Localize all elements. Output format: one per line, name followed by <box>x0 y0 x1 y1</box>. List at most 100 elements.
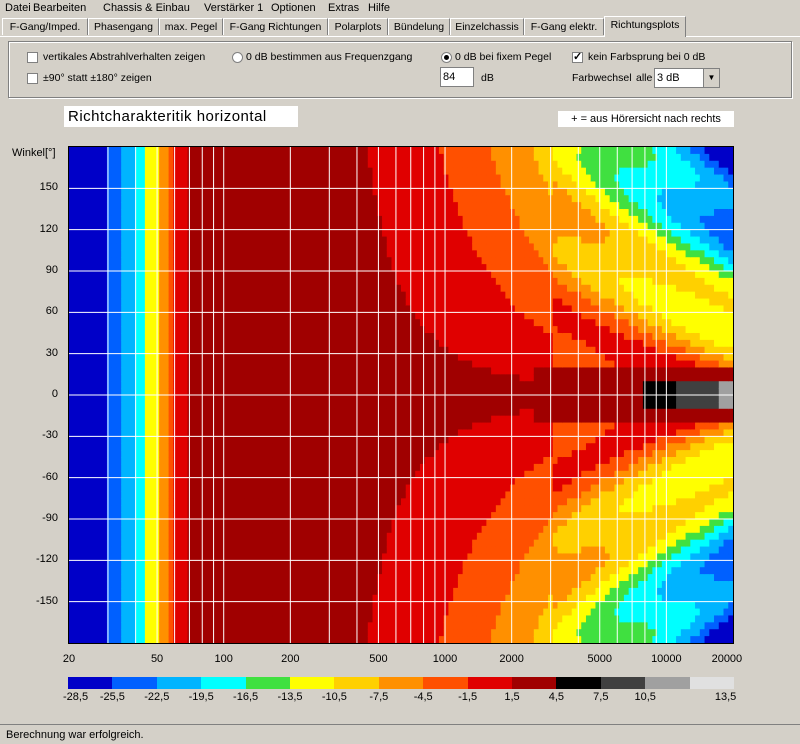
heatmap-cell <box>339 615 345 623</box>
tab-richtungsplots[interactable]: Richtungsplots <box>604 16 686 37</box>
heatmap-cell <box>258 601 265 610</box>
heatmap-cell <box>235 491 241 499</box>
heatmap-cell <box>334 181 340 189</box>
heatmap-cell <box>178 374 184 382</box>
heatmap-cell <box>263 615 269 623</box>
heatmap-cell <box>111 463 118 472</box>
heatmap-cell <box>69 333 75 341</box>
heatmap-cell <box>159 505 165 513</box>
tab-fgang-imped[interactable]: F-Gang/Imped. <box>2 18 88 35</box>
level-input[interactable]: 84 <box>440 67 474 87</box>
heatmap-cell <box>235 622 241 630</box>
heatmap-cell <box>310 443 317 451</box>
heatmap-cell <box>320 546 326 555</box>
menu-datei[interactable]: Datei <box>5 2 31 14</box>
heatmap-cell <box>111 470 118 479</box>
heatmap-cell <box>144 546 151 555</box>
tab-phasengang[interactable]: Phasengang <box>88 18 159 35</box>
range-checkbox[interactable] <box>27 73 38 84</box>
heatmap-cell <box>296 532 302 541</box>
heatmap-cell <box>272 222 279 231</box>
heatmap-cell <box>334 229 340 238</box>
heatmap-cell <box>159 629 165 637</box>
heatmap-cell <box>296 215 302 224</box>
tab-max-pegel[interactable]: max. Pegel <box>159 18 223 35</box>
tab-fgang-richtungen[interactable]: F-Gang Richtungen <box>223 18 328 35</box>
heatmap-cell <box>301 271 307 279</box>
heatmap-cell <box>121 463 127 472</box>
heatmap-cell <box>268 491 274 499</box>
no-jump-checkbox[interactable] <box>572 50 583 63</box>
heatmap-cell <box>344 553 350 561</box>
heatmap-cell <box>121 305 127 313</box>
heatmap-cell <box>253 209 260 217</box>
heatmap-cell <box>69 608 75 617</box>
heatmap-cell <box>149 401 155 410</box>
heatmap-cell <box>163 415 170 424</box>
menu-chassis[interactable]: Chassis & Einbau <box>103 2 190 14</box>
heatmap-cell <box>140 215 146 224</box>
menu-optionen[interactable]: Optionen <box>271 2 316 14</box>
heatmap-cell <box>125 477 132 486</box>
heatmap-cell <box>272 601 279 610</box>
heatmap-cell <box>344 615 350 623</box>
heatmap-cell <box>111 594 118 603</box>
tab-polarplots[interactable]: Polarplots <box>328 18 388 35</box>
heatmap-cell <box>263 195 269 203</box>
heatmap-cell <box>277 539 284 548</box>
menu-verstaerker[interactable]: Verstärker 1 <box>204 2 264 14</box>
heatmap-cell <box>173 450 179 458</box>
radio-fixed[interactable] <box>441 52 452 63</box>
heatmap-cell <box>372 195 378 203</box>
heatmap-cell <box>353 298 359 307</box>
heatmap-cell <box>130 601 136 610</box>
heatmap-cell <box>386 333 393 341</box>
heatmap-cell <box>102 601 108 610</box>
heatmap-cell <box>268 629 274 637</box>
heatmap-cell <box>230 546 236 555</box>
heatmap-cell <box>325 374 331 382</box>
heatmap-cell <box>178 539 184 548</box>
heatmap-cell <box>382 160 388 169</box>
heatmap-cell <box>344 229 350 238</box>
heatmap-cell <box>296 587 302 596</box>
heatmap-cell <box>206 574 212 582</box>
tab-fgang-elektr[interactable]: F-Gang elektr. <box>524 18 604 35</box>
heatmap-cell <box>367 436 374 444</box>
heatmap-cell <box>367 574 374 582</box>
heatmap-cell <box>372 147 378 155</box>
heatmap-cell <box>263 374 269 382</box>
vertical-checkbox[interactable] <box>27 52 38 63</box>
heatmap-cell <box>149 615 155 623</box>
heatmap-cell <box>149 271 155 279</box>
heatmap-cell <box>111 422 118 431</box>
heatmap-cell <box>348 581 355 589</box>
heatmap-cell <box>140 374 146 382</box>
heatmap-cell <box>73 415 80 424</box>
menu-hilfe[interactable]: Hilfe <box>368 2 391 14</box>
heatmap-cell <box>116 436 122 444</box>
heatmap-cell <box>121 450 127 458</box>
color-change-select[interactable]: 3 dB ▼ <box>654 68 720 88</box>
heatmap-cell <box>130 463 136 472</box>
heatmap-cell <box>163 470 170 479</box>
heatmap-cell <box>102 229 108 238</box>
heatmap-cell <box>178 525 184 534</box>
heatmap-cell <box>306 381 312 389</box>
heatmap-cell <box>182 608 189 617</box>
dropdown-arrow-icon[interactable]: ▼ <box>703 69 719 87</box>
heatmap-cell <box>83 229 89 238</box>
radio-freq[interactable] <box>232 52 243 63</box>
heatmap-cell <box>329 174 336 183</box>
heatmap-cell <box>149 532 155 541</box>
menu-bearbeiten[interactable]: Bearbeiten <box>33 2 87 14</box>
heatmap-cell <box>197 388 203 396</box>
heatmap-cell <box>320 457 326 465</box>
heatmap-cell <box>173 229 179 238</box>
tab-buendelung[interactable]: Bündelung <box>388 18 450 35</box>
heatmap-cell <box>116 339 122 348</box>
heatmap-cell <box>329 298 336 307</box>
heatmap-cell <box>325 395 331 403</box>
menu-extras[interactable]: Extras <box>328 2 360 14</box>
tab-einzelchassis[interactable]: Einzelchassis <box>450 18 524 35</box>
